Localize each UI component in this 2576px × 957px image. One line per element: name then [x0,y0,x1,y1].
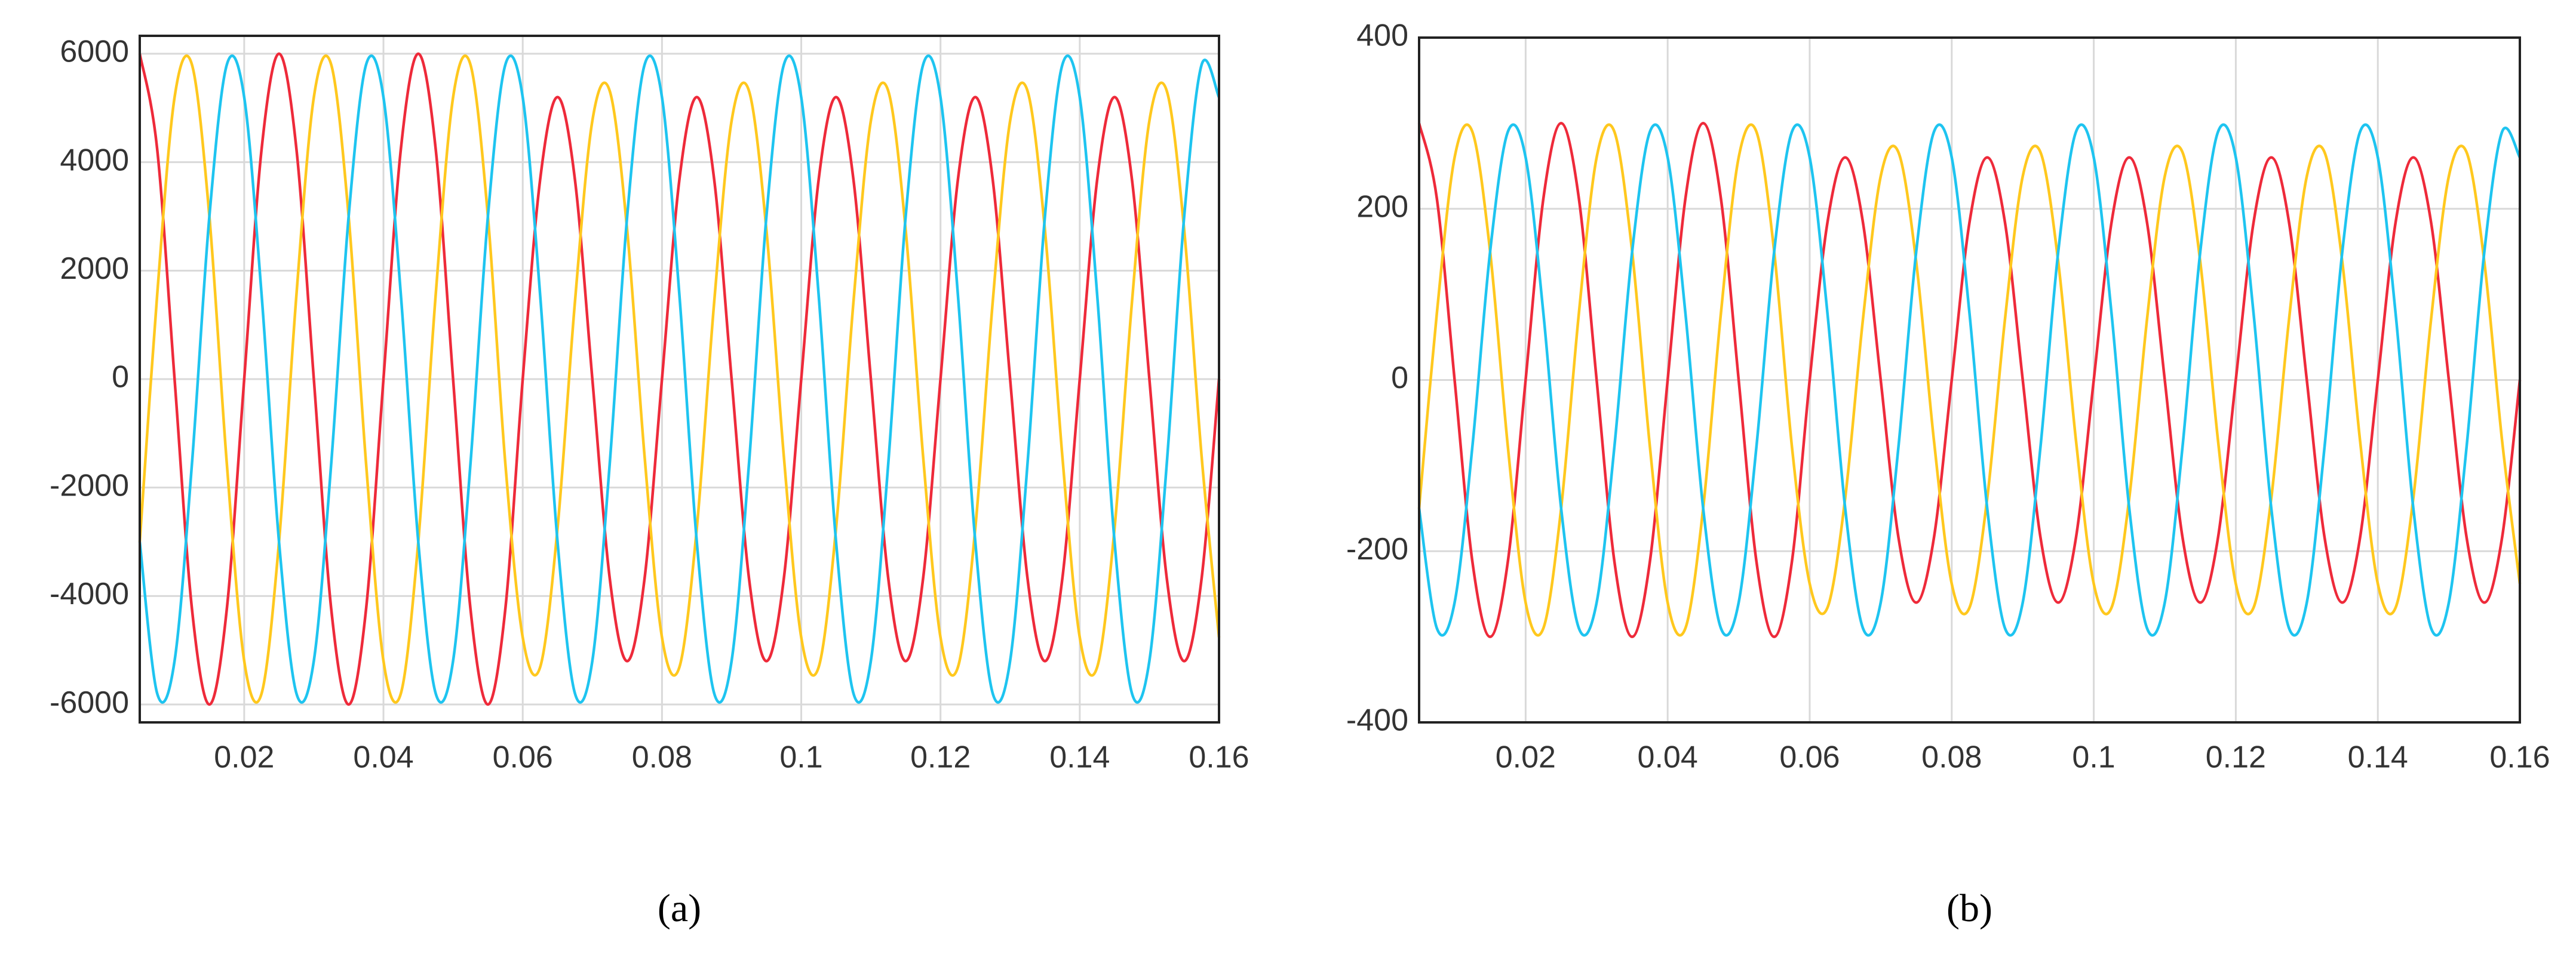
y-tick-label: -2000 [50,468,129,503]
series-line [138,54,1221,704]
x-tick-label: 0.08 [1921,740,1982,775]
x-tick-label: 0.04 [1638,740,1698,775]
x-tick-label: 0.1 [2072,740,2115,775]
x-tick-label: 0.16 [2489,740,2550,775]
x-tick-label: 0.12 [910,740,971,775]
y-tick-label: -400 [1346,703,1408,738]
y-tick-label: -200 [1346,532,1408,567]
x-tick-label: 0.16 [1189,740,1249,775]
series-line [138,54,1221,704]
y-tick-label: 0 [1391,361,1408,395]
caption: (a) [658,887,701,930]
x-tick-label: 0.14 [2348,740,2408,775]
y-tick-label: 0 [112,360,129,395]
x-tick-label: 0.06 [493,740,553,775]
series-line [1417,122,2522,638]
axes-box [139,35,1220,724]
x-tick-label: 0.08 [632,740,692,775]
x-tick-label: 0.06 [1779,740,1840,775]
y-tick-label: -4000 [50,577,129,611]
x-tick-label: 0.04 [353,740,413,775]
y-tick-label: 200 [1356,189,1408,224]
y-tick-label: 4000 [60,143,129,177]
y-tick-label: 6000 [60,35,129,69]
y-tick-label: 2000 [60,251,129,286]
y-tick-label: -6000 [50,685,129,720]
x-tick-label: 0.02 [1496,740,1556,775]
x-tick-label: 0.12 [2206,740,2266,775]
series-line [1417,123,2522,637]
x-tick-label: 0.14 [1049,740,1110,775]
x-tick-label: 0.1 [779,740,822,775]
caption: (b) [1946,887,1992,930]
x-tick-label: 0.02 [214,740,274,775]
series-line [138,52,1221,706]
y-tick-label: 400 [1356,19,1408,53]
axes-box [1418,36,2521,724]
series-line [1417,123,2522,637]
